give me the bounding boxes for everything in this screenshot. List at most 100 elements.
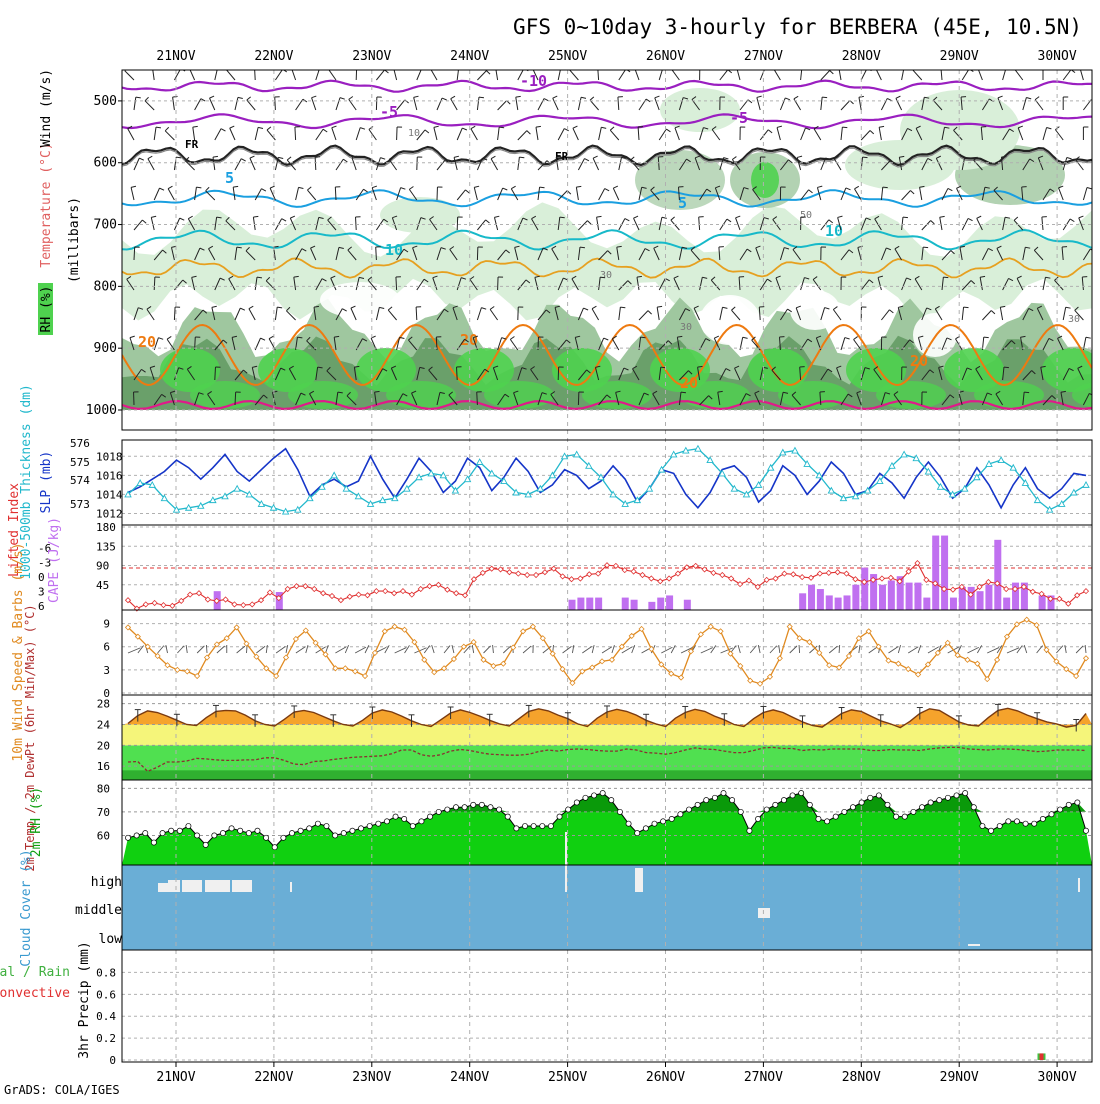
date-label-top: 27NOV: [744, 49, 783, 64]
cape-bar: [1003, 598, 1010, 610]
date-label-bottom: 24NOV: [450, 1070, 489, 1085]
precip-ytick-label: 0.2: [96, 1032, 116, 1045]
thickness-point: [901, 451, 907, 457]
rh2m-point: [212, 833, 217, 838]
wind-barb-flag: [984, 337, 989, 338]
li-point: [152, 601, 157, 606]
wind-barb-flag: [774, 66, 778, 69]
rh2m-point: [384, 819, 389, 824]
wind-barb-flag: [519, 157, 524, 158]
li-point: [232, 602, 237, 607]
rh2m-point: [730, 798, 735, 803]
li-point: [338, 598, 343, 603]
li-point: [578, 576, 583, 581]
thickness-point: [234, 486, 240, 492]
wind-barb-flag: [904, 67, 909, 68]
rh2m-point: [194, 833, 199, 838]
wind-barb-flag: [943, 277, 948, 278]
rh2m-point: [160, 830, 165, 835]
cape-bar: [968, 587, 975, 610]
rh2m-point: [945, 795, 950, 800]
cloud-axis-label: Cloud Cover (%): [19, 849, 34, 966]
li-point: [631, 569, 636, 574]
wind-barb-flag: [802, 67, 807, 68]
li-point: [356, 592, 361, 597]
wind-barb-flag: [253, 216, 258, 217]
rh2m-point: [859, 800, 864, 805]
li-point: [649, 576, 654, 581]
thickness-ytick-label: 573: [70, 498, 90, 511]
date-label-bottom: 28NOV: [842, 1070, 881, 1085]
li-point: [658, 579, 663, 584]
wind-barb-flag: [237, 247, 242, 248]
dew-band: [122, 745, 1092, 772]
rh2m-ytick-label: 70: [97, 806, 110, 819]
rh2m-point: [764, 807, 769, 812]
wind-barb-flag: [189, 66, 194, 68]
wind-speed-point: [363, 674, 368, 679]
rh2m-point: [911, 809, 916, 814]
cape-bar: [852, 585, 859, 610]
upper-ytick-label: 500: [94, 94, 117, 109]
wind-speed-point: [1084, 656, 1089, 661]
wind-barb-flag: [496, 66, 501, 67]
temp-ytick-label: 20: [97, 739, 110, 752]
li-point: [809, 575, 814, 580]
rh2m-point: [885, 802, 890, 807]
li-point: [587, 572, 592, 577]
rh2m-point: [704, 798, 709, 803]
chart-title: GFS 0~10day 3-hourly for BERBERA (45E, 1…: [513, 15, 1082, 39]
rh2m-point: [143, 830, 148, 835]
wind-speed-point: [392, 624, 397, 629]
rh2m-ytick-label: 80: [97, 782, 110, 795]
rh2m-point: [246, 830, 251, 835]
wind-barb: [275, 97, 276, 110]
cloud-high-block: [232, 880, 252, 892]
li-point: [445, 587, 450, 592]
date-label-bottom: 26NOV: [646, 1070, 685, 1085]
rh2m-point: [203, 842, 208, 847]
li-point: [241, 603, 246, 608]
rh-contour-label: 10: [408, 128, 420, 139]
rh-contour-label: 30: [1068, 314, 1080, 325]
rh2m-point: [816, 816, 821, 821]
rh2m-point: [963, 790, 968, 795]
wind-barb-flag: [213, 156, 218, 157]
slp-ytick-label: 1012: [96, 507, 123, 520]
slp-ytick-label: 1018: [96, 450, 123, 463]
wind-barb: [306, 645, 308, 653]
li-point: [143, 602, 148, 607]
li-point: [400, 589, 405, 594]
li-point: [542, 570, 547, 575]
wind-barb-flag: [297, 337, 302, 338]
wind-barb: [888, 647, 898, 653]
wind-barb: [967, 647, 978, 653]
cape-ytick-label: 45: [96, 579, 109, 592]
cape-bar: [1039, 595, 1046, 610]
rh2m-point: [799, 790, 804, 795]
li-point: [250, 602, 255, 607]
rh2m-point: [402, 816, 407, 821]
wind-barb-flag: [338, 392, 343, 393]
wind-speed-line: [128, 620, 1086, 684]
cape-bar: [994, 540, 1001, 610]
rh2m-point: [134, 833, 139, 838]
cloud-high-block: [168, 880, 180, 892]
wind-barb-flag: [318, 367, 323, 368]
rh-contour-label: 50: [800, 210, 812, 221]
li-point: [773, 576, 778, 581]
wind-barb-flag: [291, 66, 296, 68]
rh2m-point: [522, 823, 527, 828]
cloud-middle-block: [758, 908, 770, 918]
wind-barb-flag: [479, 97, 484, 98]
cape-bar: [631, 600, 638, 610]
wind-barb-flag: [964, 307, 969, 308]
li-point: [1084, 589, 1089, 594]
wind-barb-flag: [600, 277, 605, 278]
li-point: [667, 576, 672, 581]
rh2m-point: [186, 823, 191, 828]
rh2m-point: [902, 814, 907, 819]
li-point: [640, 573, 645, 578]
rh2m-point: [712, 795, 717, 800]
